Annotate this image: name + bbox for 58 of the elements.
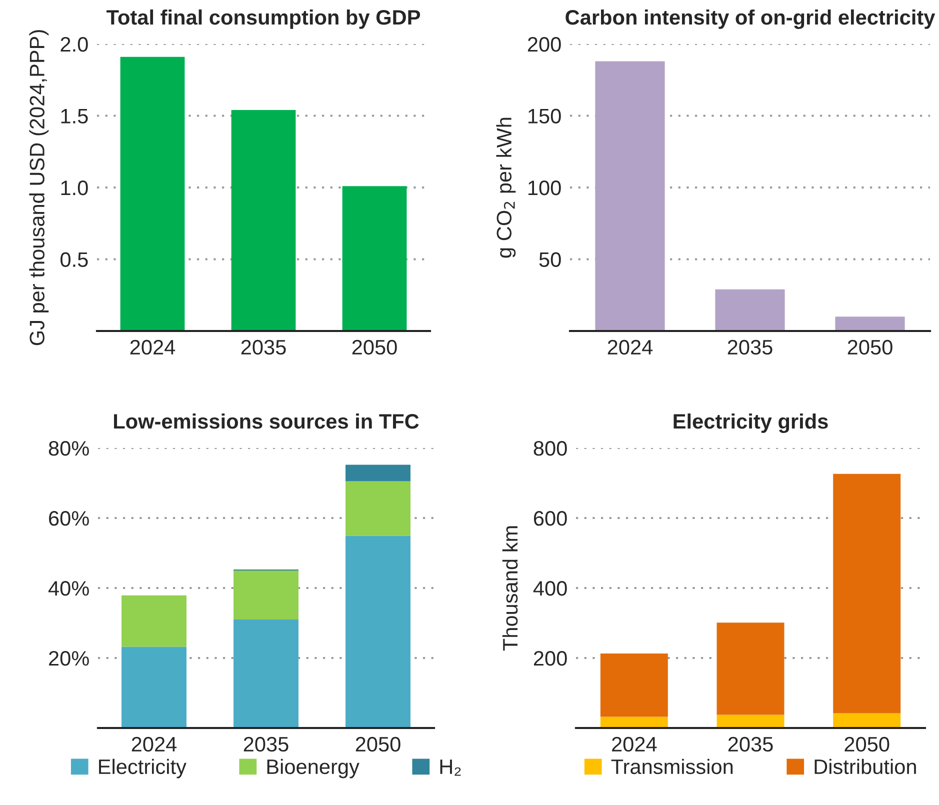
legend-label: Electricity [99,758,186,778]
legend-label: H₂ [440,760,461,776]
y-tick-label: 600 [534,511,567,526]
bar [234,570,298,620]
bar [346,464,410,482]
y-tick-label: 50 [539,252,561,268]
y-tick-label: 200 [528,37,561,52]
y-axis-title: Thousand km [502,526,518,651]
x-tick-label: 2035 [244,736,288,752]
chart-title: Electricity grids [674,413,828,433]
x-tick-label: 2050 [844,736,890,752]
legend-label: Bioenergy [267,758,360,778]
x-tick-label: 2050 [848,340,892,355]
bar [716,622,784,715]
y-tick-label: 200 [534,651,567,666]
bar [600,653,668,717]
y-tick-label: 100 [528,180,561,196]
chart-title: Low-emissions sources in TFC [114,413,419,429]
bar [122,646,186,728]
bar [346,536,410,728]
bar [342,186,407,331]
x-tick-label: 2035 [728,736,773,752]
y-axis-title: GJ per thousand USD (2024,PPP) [29,30,49,346]
y-tick-label: 1.5 [61,108,88,124]
bar [122,595,186,647]
chart-title: Total final consumption by GDP [106,9,420,29]
x-tick-label: 2050 [356,736,400,752]
y-tick-label: 80% [48,441,89,456]
legend-label: Transmission [611,758,733,774]
bar [715,289,785,331]
y-tick-label: 2.0 [60,37,88,52]
y-tick-label: 400 [533,581,567,596]
x-tick-label: 2024 [132,736,177,752]
bar [835,316,905,331]
x-tick-label: 2050 [352,340,397,355]
y-tick-label: 60% [49,511,89,526]
bar [231,110,296,331]
y-tick-label: 0.5 [60,252,88,268]
bar [716,714,784,728]
y-tick-label: 40% [48,581,89,596]
y-tick-label: 800 [534,441,567,456]
y-axis-title: g CO$_{2}$ per kWh [496,118,516,258]
x-tick-label: 2035 [728,340,772,355]
bar [833,474,901,714]
bar [833,713,901,728]
x-tick-label: 2024 [130,340,176,355]
x-tick-label: 2024 [608,340,653,355]
bar [595,61,665,331]
chart-title: Carbon intensity of on-grid electricity [566,9,936,29]
legend-label: Distribution [814,758,916,774]
y-tick-label: 150 [528,108,561,124]
y-tick-label: 1.0 [61,180,88,196]
y-tick-label: 20% [49,651,89,666]
bar [234,620,298,728]
bar [120,56,185,331]
x-tick-label: 2035 [241,340,286,355]
x-tick-label: 2024 [612,736,657,752]
bar [346,481,410,536]
